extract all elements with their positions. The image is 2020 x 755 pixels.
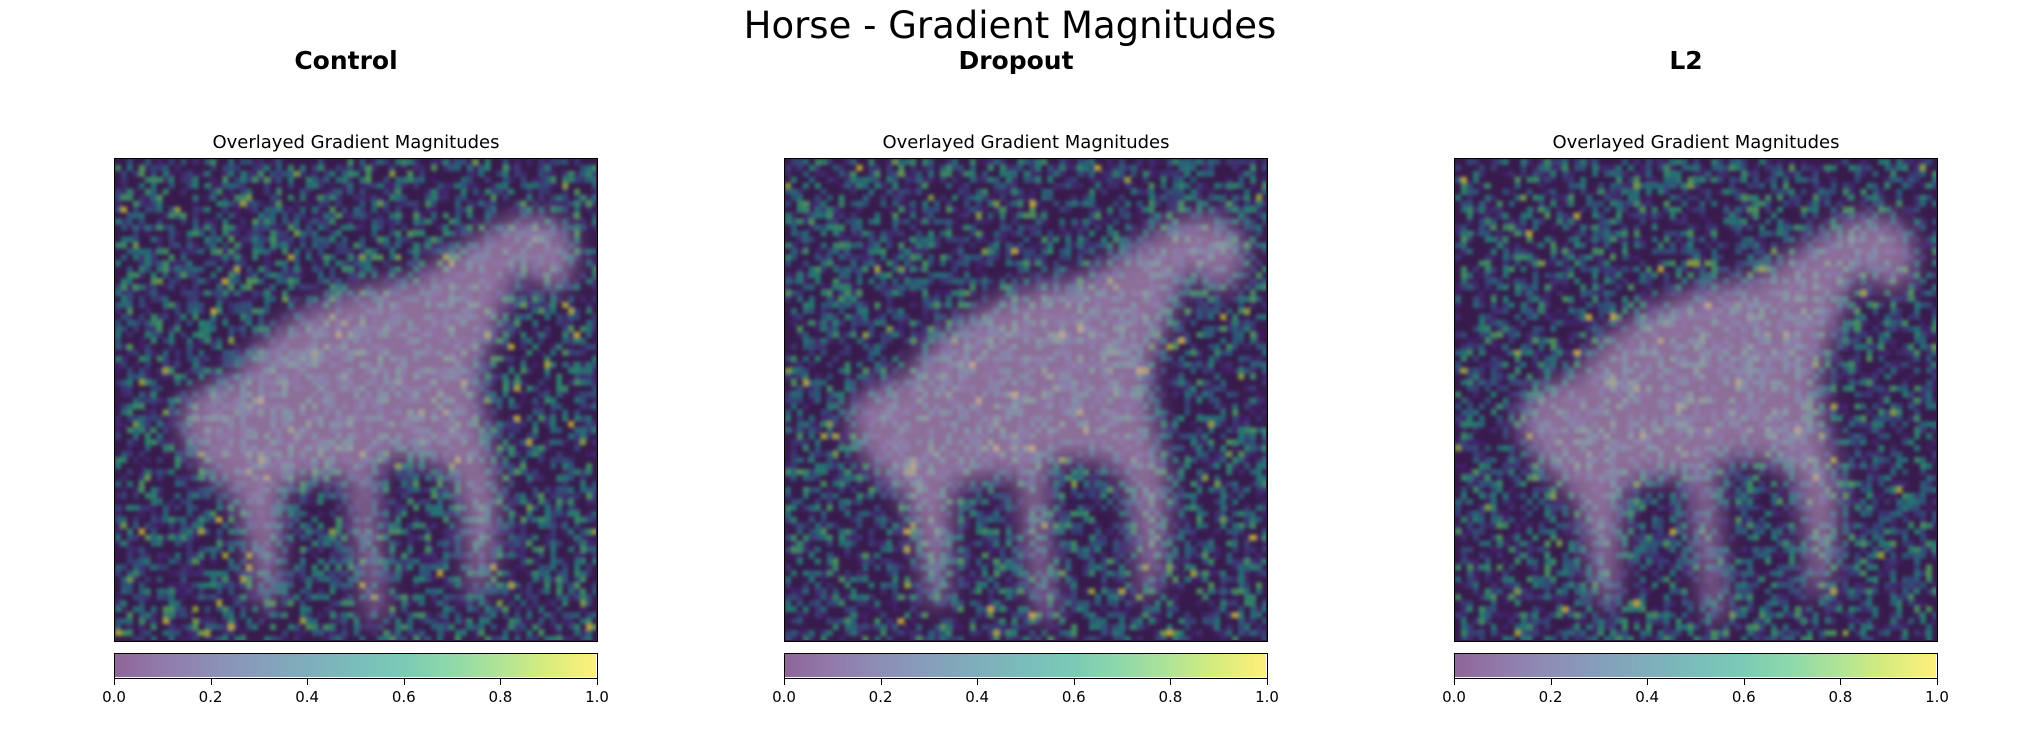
colorbar-tick <box>1550 679 1552 685</box>
colorbar-tick-label: 0.8 <box>1828 688 1853 706</box>
colorbar-tick <box>1840 679 1842 685</box>
colorbar-tick-label: 0.4 <box>965 688 990 706</box>
colorbar-tick <box>784 679 785 685</box>
colorbar-gradient-l2 <box>1455 654 1936 677</box>
colorbar-tick-label: 0.6 <box>391 688 416 706</box>
axes-title-l2: Overlayed Gradient Magnitudes <box>1552 132 1840 153</box>
colorbar-tick-label: 0.4 <box>1635 688 1660 706</box>
heatmap-panel-control <box>114 158 598 642</box>
colorbar-tick-label: 0.2 <box>1538 688 1563 706</box>
colorbar-tick <box>307 679 309 685</box>
axes-title-control: Overlayed Gradient Magnitudes <box>212 132 500 153</box>
colorbar-tick-label: 0.0 <box>772 688 796 706</box>
colorbar-tick <box>1937 679 1938 685</box>
colorbar-tick-label: 0.4 <box>295 688 320 706</box>
colorbar-tick-label: 0.0 <box>1442 688 1466 706</box>
colorbar-tick <box>1743 679 1745 685</box>
colorbar-ticks-l2: 0.0 0.2 0.4 0.6 0.8 1.0 <box>1442 679 1949 709</box>
colorbar-l2 <box>1454 653 1938 679</box>
heatmap-image-dropout <box>785 159 1266 640</box>
heatmap-panel-dropout <box>784 158 1268 642</box>
column-title-dropout: Dropout <box>958 46 1074 75</box>
colorbar-gradient-control <box>115 654 596 677</box>
colorbar-tick <box>1170 679 1172 685</box>
figure-title: Horse - Gradient Magnitudes <box>743 4 1277 47</box>
colorbar-tick <box>403 679 405 685</box>
heatmap-panel-l2 <box>1454 158 1938 642</box>
colorbar-tick-label: 0.6 <box>1061 688 1086 706</box>
colorbar-ticks-control: 0.0 0.2 0.4 0.6 0.8 1.0 <box>102 679 609 709</box>
colorbar-ticks-dropout: 0.0 0.2 0.4 0.6 0.8 1.0 <box>772 679 1279 709</box>
colorbar-tick-label: 0.8 <box>488 688 513 706</box>
colorbar-tick <box>500 679 502 685</box>
colorbar-gradient-dropout <box>785 654 1266 677</box>
colorbar-dropout <box>784 653 1268 679</box>
column-title-control: Control <box>294 46 398 75</box>
colorbar-tick <box>977 679 979 685</box>
colorbar-tick-label: 0.2 <box>198 688 223 706</box>
colorbar-tick-label: 0.2 <box>868 688 893 706</box>
colorbar-control <box>114 653 598 679</box>
colorbar-tick-label: 1.0 <box>585 688 609 706</box>
colorbar-tick <box>1647 679 1649 685</box>
column-title-l2: L2 <box>1669 46 1703 75</box>
colorbar-tick <box>880 679 882 685</box>
colorbar-tick-label: 0.6 <box>1731 688 1756 706</box>
colorbar-tick <box>1073 679 1075 685</box>
heatmap-image-l2 <box>1455 159 1936 640</box>
colorbar-tick-label: 1.0 <box>1925 688 1949 706</box>
colorbar-tick-label: 0.0 <box>102 688 126 706</box>
axes-title-dropout: Overlayed Gradient Magnitudes <box>882 132 1170 153</box>
colorbar-tick-label: 1.0 <box>1255 688 1279 706</box>
colorbar-tick <box>210 679 212 685</box>
colorbar-tick <box>1454 679 1455 685</box>
colorbar-tick <box>114 679 115 685</box>
colorbar-tick <box>1267 679 1268 685</box>
heatmap-image-control <box>115 159 596 640</box>
colorbar-tick <box>597 679 598 685</box>
colorbar-tick-label: 0.8 <box>1158 688 1183 706</box>
